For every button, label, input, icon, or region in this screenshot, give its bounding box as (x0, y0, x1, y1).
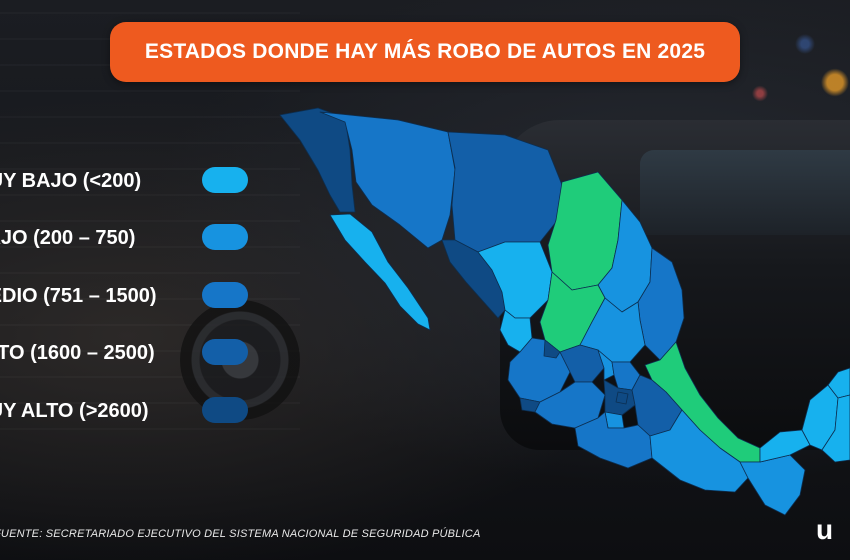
state-baja-california (279, 107, 356, 213)
legend-label: MUY ALTO (>2600) (0, 400, 149, 422)
legend-swatch (202, 397, 248, 423)
legend-label: MUY BAJO (<200) (0, 170, 142, 192)
title-text: ESTADOS DONDE HAY MÁS ROBO DE AUTOS EN 2… (144, 40, 706, 63)
source-note: FUENTE: SECRETARIADO EJECUTIVO DEL SISTE… (0, 528, 481, 540)
state-chiapas (739, 454, 806, 516)
state-baja-california-sur (329, 213, 431, 331)
legend-swatch (202, 339, 248, 365)
state-michoacan (534, 381, 606, 429)
state-cdmx (615, 391, 629, 405)
state-queretaro (597, 349, 615, 381)
legend-label: BAJO (200 – 750) (0, 227, 136, 249)
brand-logo: u (816, 514, 834, 545)
legend-swatch (202, 224, 248, 250)
state-guanajuato (559, 344, 605, 383)
state-guerrero (574, 411, 653, 469)
legend-label: ALTO (1600 – 2500) (0, 342, 155, 364)
state-aguascalientes (543, 339, 561, 359)
state-quintana-roo (821, 394, 850, 463)
car-window (640, 150, 850, 235)
legend-swatch (202, 282, 248, 308)
state-yucatan (827, 367, 850, 399)
legend-label: MEDIO (751 – 1500) (0, 285, 157, 307)
legend-swatch (202, 167, 248, 193)
state-chihuahua (447, 131, 563, 253)
title-banner: ESTADOS DONDE HAY MÁS ROBO DE AUTOS EN 2… (110, 22, 740, 82)
